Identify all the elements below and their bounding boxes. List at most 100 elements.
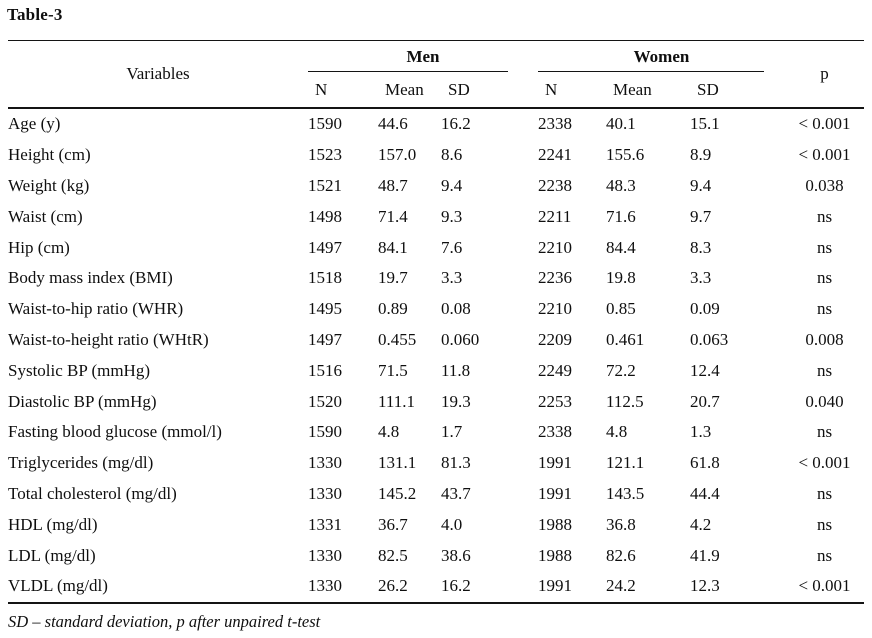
cell-women-sd: 9.4 [690,175,712,195]
cell-men-n: 1497 [308,329,342,349]
cell-men-sd: 3.3 [441,268,463,288]
cell-women-n: 2236 [538,268,572,288]
cell-men-sd: 4.0 [441,514,463,534]
cell-men-mean: 145.2 [378,483,417,503]
cell-women-n: 1991 [538,483,572,503]
cell-men-n: 1518 [308,268,342,288]
cell-women-sd: 8.3 [690,237,712,257]
cell-women-sd: 8.9 [690,145,712,165]
cell-women-sd: 1.3 [690,422,712,442]
cell-men-sd: 9.4 [441,175,463,195]
cell-women-n: 2249 [538,360,572,380]
column-header-variables: Variables [8,40,308,109]
column-header-women-sd: SD [690,72,785,109]
cell-men-mean: 0.89 [378,299,408,319]
cell-men-n: 1330 [308,453,342,473]
cell-variable: LDL (mg/dl) [8,545,96,565]
cell-men-sd: 16.2 [441,114,471,134]
men-group-underline [308,71,508,72]
cell-variable: VLDL (mg/dl) [8,570,308,604]
cell-p: ns [816,206,833,226]
cell-women-sd: 20.7 [690,391,720,411]
cell-women-n: 1991 [538,570,606,604]
cell-women-mean: 0.85 [606,299,636,319]
cell-p: ns [816,483,833,503]
cell-variable: Age (y) [8,114,61,134]
cell-women-mean: 121.1 [606,453,645,473]
table-row: Systolic BP (mmHg) 1516 71.5 11.8 2249 72.2 12… [8,355,864,386]
cell-women-mean: 155.6 [606,145,645,165]
women-group-label: Women [633,47,690,66]
cell-variable: Fasting blood glucose (mmol/l) [8,422,222,442]
sub-header-row: N Mean SD N Mean SD [8,72,864,109]
cell-women-n: 2338 [538,422,572,442]
cell-men-n: 1516 [308,360,342,380]
cell-women-sd: 61.8 [690,453,720,473]
cell-women-mean: 19.8 [606,268,636,288]
cell-women-n: 2241 [538,145,572,165]
cell-women-n: 2338 [538,114,572,134]
cell-men-mean: 26.2 [378,570,441,604]
cell-women-mean: 24.2 [606,570,690,604]
cell-men-sd: 0.08 [441,299,471,319]
cell-variable: Waist-to-height ratio (WHtR) [8,329,209,349]
cell-women-n: 1988 [538,514,572,534]
cell-men-n: 1497 [308,237,342,257]
column-header-men-sd: SD [441,72,538,109]
cell-men-mean: 36.7 [378,514,408,534]
women-group-underline [538,71,764,72]
cell-men-n: 1331 [308,514,342,534]
cell-women-sd: 15.1 [690,114,720,134]
cell-women-mean: 82.6 [606,545,636,565]
cell-women-sd: 41.9 [690,545,720,565]
cell-variable: Triglycerides (mg/dl) [8,453,154,473]
cell-men-mean: 157.0 [378,145,417,165]
table-row: Age (y) 1590 44.6 16.2 2338 40.1 15.1 < 0.001 [8,108,864,140]
cell-women-n: 1991 [538,453,572,473]
cell-p: 0.008 [805,329,844,349]
column-header-men-n: N [308,72,378,109]
cell-men-n: 1330 [308,545,342,565]
cell-men-sd: 0.060 [441,329,480,349]
cell-variable: Weight (kg) [8,175,90,195]
cell-men-sd: 8.6 [441,145,463,165]
cell-men-n: 1498 [308,206,342,226]
cell-p: < 0.001 [798,145,851,165]
table-row: Waist (cm) 1498 71.4 9.3 2211 71.6 9.7 ns [8,201,864,232]
cell-men-mean: 111.1 [378,391,415,411]
cell-men-mean: 4.8 [378,422,400,442]
cell-women-sd: 3.3 [690,268,712,288]
cell-p: < 0.001 [798,114,851,134]
cell-men-mean: 131.1 [378,453,417,473]
cell-women-sd: 12.4 [690,360,720,380]
cell-women-mean: 72.2 [606,360,636,380]
cell-men-mean: 19.7 [378,268,408,288]
cell-p: 0.040 [805,391,844,411]
cell-p: ns [816,299,833,319]
cell-men-sd: 1.7 [441,422,463,442]
cell-p: < 0.001 [798,453,851,473]
cell-men-n: 1330 [308,570,378,604]
cell-women-mean: 71.6 [606,206,636,226]
cell-women-mean: 112.5 [606,391,644,411]
cell-p: ns [816,237,833,257]
cell-men-sd: 11.8 [441,360,471,380]
cell-men-mean: 44.6 [378,114,408,134]
cell-p: ns [816,360,833,380]
table-row: Body mass index (BMI) 1518 19.7 3.3 2236 19.8… [8,263,864,294]
group-header-women: Women [538,41,785,72]
cell-women-mean: 84.4 [606,237,636,257]
table-title: Table-3 [7,5,63,24]
table-row: LDL (mg/dl) 1330 82.5 38.6 1988 82.6 41.9 ns [8,540,864,571]
cell-women-sd: 9.7 [690,206,712,226]
cell-men-sd: 9.3 [441,206,463,226]
cell-women-sd: 44.4 [690,483,720,503]
cell-men-mean: 48.7 [378,175,408,195]
table-row: Diastolic BP (mmHg) 1520 111.1 19.3 2253 112.… [8,386,864,417]
table-row: Weight (kg) 1521 48.7 9.4 2238 48.3 9.4 0.038 [8,171,864,202]
cell-women-mean: 40.1 [606,114,636,134]
table-footnote: SD – standard deviation, p after unpaire… [8,612,321,631]
cell-variable: Hip (cm) [8,237,70,257]
cell-p: ns [816,268,833,288]
cell-variable: Total cholesterol (mg/dl) [8,483,177,503]
